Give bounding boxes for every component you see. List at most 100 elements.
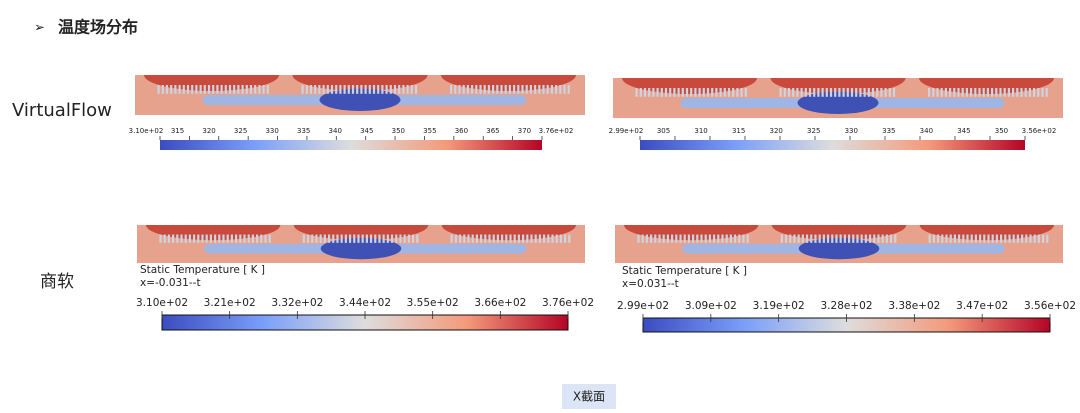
temperature-field	[135, 75, 585, 115]
fin	[547, 234, 550, 243]
fin	[1012, 88, 1015, 97]
cold-core	[319, 88, 401, 112]
cold-core	[797, 91, 879, 115]
fin	[643, 88, 647, 97]
colorbar-tick-label: 330	[265, 127, 278, 135]
fin	[687, 234, 690, 243]
fin	[172, 234, 175, 243]
fin	[505, 234, 508, 243]
fin	[251, 234, 254, 243]
legend-subtitle: x=-0.031--t	[140, 277, 201, 289]
colorbar-tick-label: 3.32e+02	[271, 297, 323, 309]
fin	[1021, 234, 1024, 243]
fin	[1037, 234, 1040, 243]
fin	[1042, 234, 1045, 243]
fin	[867, 88, 870, 97]
fin	[353, 234, 356, 243]
colorbar-tick-label: 340	[920, 127, 933, 135]
colorbar-tick-label: 3.56e+02	[1024, 300, 1076, 312]
fin	[793, 234, 796, 243]
colorbar-tick-label: 370	[518, 127, 531, 135]
colorbar-tick-label: 2.99e+02	[617, 300, 669, 312]
fin	[529, 85, 532, 94]
fin	[995, 88, 998, 97]
fin	[821, 88, 824, 97]
colorbar-tick-label: 3.56e+02	[1022, 127, 1057, 135]
fin	[719, 88, 722, 97]
colorbar-tick-label: 3.09e+02	[685, 300, 737, 312]
temperature-field	[137, 225, 585, 263]
fin	[197, 234, 200, 243]
colorbar-tick-label: 345	[957, 127, 970, 135]
fin	[525, 85, 528, 94]
fin	[339, 85, 342, 94]
fin	[471, 234, 474, 243]
fin	[398, 85, 401, 94]
fin	[357, 234, 360, 243]
fin	[889, 234, 893, 243]
fin	[454, 85, 457, 94]
fin	[311, 234, 314, 243]
hot-zone	[145, 225, 281, 241]
fin	[501, 234, 504, 243]
fin	[1007, 88, 1010, 97]
fin	[327, 234, 331, 243]
fin	[787, 88, 791, 97]
colorbar-tick-label: 3.66e+02	[474, 297, 526, 309]
fin	[209, 234, 212, 243]
fin	[480, 234, 483, 243]
fin	[842, 88, 845, 97]
colorbar-tick-label: 2.99e+02	[609, 127, 644, 135]
fin	[180, 234, 183, 243]
fin	[351, 85, 355, 94]
fin	[201, 234, 204, 243]
fin	[395, 234, 398, 243]
fin	[551, 234, 554, 243]
legend-title: Static Temperature [ K ]	[140, 264, 265, 276]
fin	[683, 234, 686, 243]
fin	[314, 85, 317, 94]
fin	[1003, 88, 1006, 97]
fin	[369, 234, 373, 243]
colorbar-tick-label: 3.38e+02	[888, 300, 940, 312]
fin	[402, 85, 405, 94]
fin	[881, 234, 884, 243]
fin	[850, 88, 854, 97]
hot-zone	[441, 225, 577, 241]
fin	[378, 234, 381, 243]
fin	[677, 88, 680, 97]
fin	[247, 234, 250, 243]
fin	[937, 234, 940, 243]
fin	[377, 85, 380, 94]
fin	[475, 234, 478, 243]
fin	[706, 88, 710, 97]
fin	[222, 234, 225, 243]
fin	[953, 88, 956, 97]
fin	[538, 85, 541, 94]
fin	[390, 234, 394, 243]
hot-zone	[919, 78, 1054, 94]
fin	[365, 234, 368, 243]
fin	[814, 234, 817, 243]
fin	[214, 234, 217, 243]
fin	[664, 88, 668, 97]
fin	[266, 85, 269, 94]
fin	[692, 234, 695, 243]
fin	[385, 85, 388, 94]
fin	[871, 88, 875, 97]
fin	[207, 85, 211, 94]
colorbar-tick-label: 3.10e+02	[129, 127, 164, 135]
cold-core	[798, 237, 880, 260]
colorbar-tick-label: 3.47e+02	[956, 300, 1008, 312]
fin	[517, 85, 520, 94]
fin	[496, 85, 499, 94]
fin	[863, 88, 866, 97]
fin	[205, 234, 208, 243]
fin	[825, 88, 828, 97]
colorbar-tick-label: 3.76e+02	[539, 127, 574, 135]
fin	[723, 88, 726, 97]
hot-zone	[622, 78, 757, 94]
colorbar-tick-label: 315	[732, 127, 745, 135]
hot-zone	[293, 225, 429, 241]
fin	[403, 234, 406, 243]
